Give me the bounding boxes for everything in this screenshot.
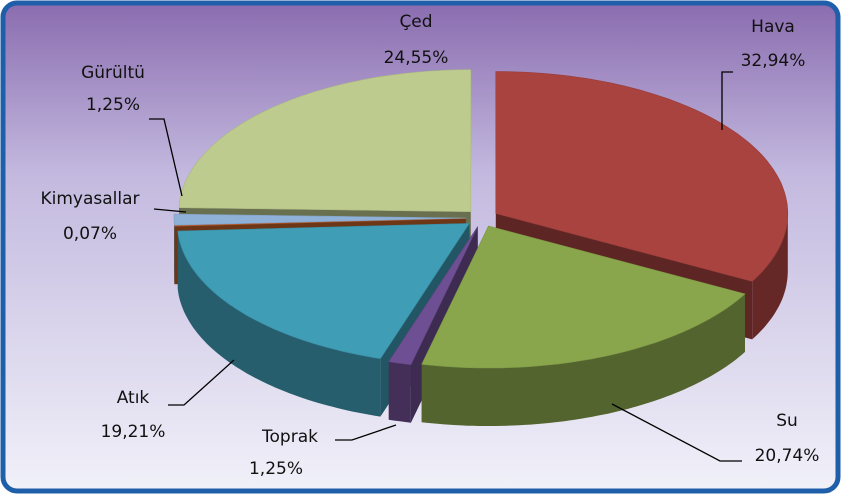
value-label: 1,25% — [249, 459, 303, 479]
labels: Hava 32,94% Su 20,74% Toprak 1,25% Atık 19,21% K… — [40, 12, 819, 479]
value-label: 24,55% — [384, 48, 449, 68]
slice — [388, 226, 478, 366]
category-label: Gürültü — [81, 63, 145, 83]
slice-side — [388, 361, 411, 423]
slice — [495, 71, 789, 282]
leader-line — [335, 424, 397, 441]
value-label: 19,21% — [101, 422, 166, 442]
slice — [178, 69, 472, 213]
category-label: Hava — [751, 17, 795, 37]
slice-side — [752, 213, 788, 340]
slice-tops — [173, 69, 789, 369]
leader-line — [721, 71, 733, 130]
category-label: Çed — [399, 12, 432, 32]
value-label: 1,25% — [86, 95, 140, 115]
slice — [177, 223, 470, 359]
value-label: 20,74% — [755, 446, 820, 466]
slice — [421, 225, 746, 369]
leader-line — [149, 118, 183, 197]
category-label: Toprak — [261, 427, 318, 447]
category-label: Su — [776, 411, 798, 431]
leader-line — [153, 208, 187, 213]
category-label: Atık — [117, 388, 150, 408]
category-label: Kimyasallar — [40, 189, 139, 209]
value-label: 32,94% — [741, 51, 806, 71]
value-label: 0,07% — [63, 224, 117, 244]
leader-line — [611, 403, 742, 462]
slice-side — [421, 293, 745, 426]
slice — [174, 218, 467, 227]
slice — [173, 213, 467, 226]
leader-line — [168, 359, 235, 406]
slice-side — [177, 231, 381, 417]
